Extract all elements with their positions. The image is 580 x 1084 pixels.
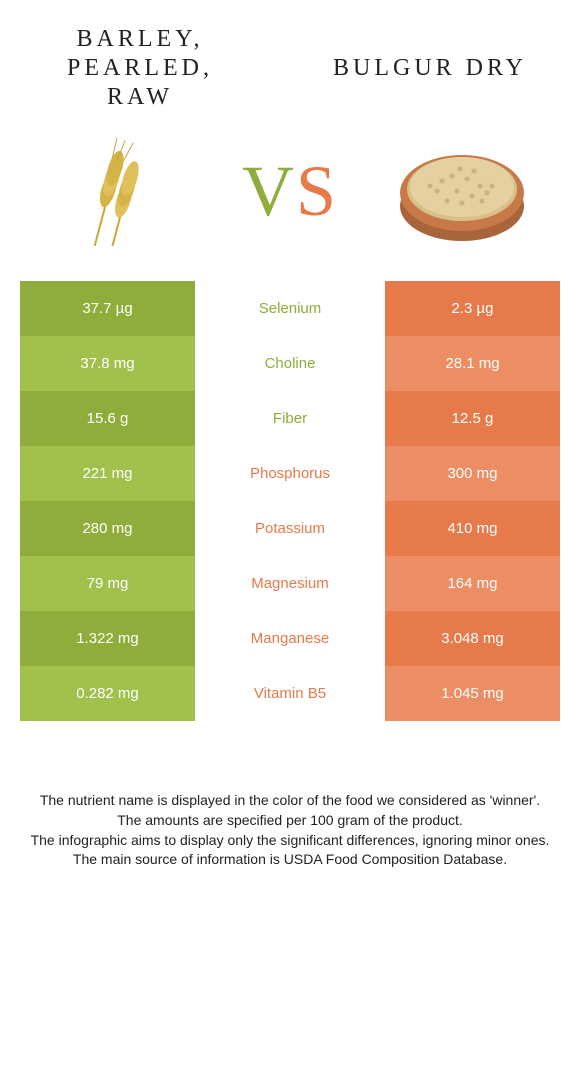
table-row: 37.8 mgCholine28.1 mg (20, 336, 560, 391)
cell-nutrient: Potassium (195, 501, 385, 556)
cell-nutrient: Selenium (195, 281, 385, 336)
table-row: 37.7 µgSelenium2.3 µg (20, 281, 560, 336)
cell-nutrient: Fiber (195, 391, 385, 446)
cell-right: 28.1 mg (385, 336, 560, 391)
table-row: 0.282 mgVitamin B51.045 mg (20, 666, 560, 721)
footer-line: The amounts are specified per 100 gram o… (20, 811, 560, 831)
footer-notes: The nutrient name is displayed in the co… (0, 721, 580, 869)
cell-nutrient: Vitamin B5 (195, 666, 385, 721)
bulgur-image (385, 131, 540, 251)
bulgur-icon (392, 131, 532, 251)
table-row: 15.6 gFiber12.5 g (20, 391, 560, 446)
cell-left: 79 mg (20, 556, 195, 611)
cell-nutrient: Manganese (195, 611, 385, 666)
cell-left: 221 mg (20, 446, 195, 501)
cell-right: 2.3 µg (385, 281, 560, 336)
cell-right: 164 mg (385, 556, 560, 611)
table-row: 79 mgMagnesium164 mg (20, 556, 560, 611)
barley-image (40, 131, 195, 251)
cell-right: 410 mg (385, 501, 560, 556)
cell-right: 12.5 g (385, 391, 560, 446)
footer-line: The nutrient name is displayed in the co… (20, 791, 560, 811)
cell-nutrient: Magnesium (195, 556, 385, 611)
cell-left: 0.282 mg (20, 666, 195, 721)
cell-left: 37.7 µg (20, 281, 195, 336)
cell-left: 37.8 mg (20, 336, 195, 391)
cell-left: 280 mg (20, 501, 195, 556)
cell-nutrient: Choline (195, 336, 385, 391)
vs-v: V (242, 151, 296, 231)
cell-nutrient: Phosphorus (195, 446, 385, 501)
cell-right: 300 mg (385, 446, 560, 501)
header: BARLEY,PEARLED,RAW BULGUR DRY (0, 0, 580, 121)
vs-label: VS (242, 150, 338, 233)
title-right: BULGUR DRY (320, 55, 540, 82)
cell-right: 1.045 mg (385, 666, 560, 721)
vs-row: VS (0, 121, 580, 281)
comparison-table: 37.7 µgSelenium2.3 µg37.8 mgCholine28.1 … (20, 281, 560, 721)
cell-left: 1.322 mg (20, 611, 195, 666)
table-row: 1.322 mgManganese3.048 mg (20, 611, 560, 666)
table-row: 280 mgPotassium410 mg (20, 501, 560, 556)
vs-s: S (296, 151, 338, 231)
cell-left: 15.6 g (20, 391, 195, 446)
footer-line: The infographic aims to display only the… (20, 831, 560, 851)
table-row: 221 mgPhosphorus300 mg (20, 446, 560, 501)
cell-right: 3.048 mg (385, 611, 560, 666)
footer-line: The main source of information is USDA F… (20, 850, 560, 870)
title-left: BARLEY,PEARLED,RAW (40, 25, 240, 111)
barley-icon (40, 136, 195, 246)
